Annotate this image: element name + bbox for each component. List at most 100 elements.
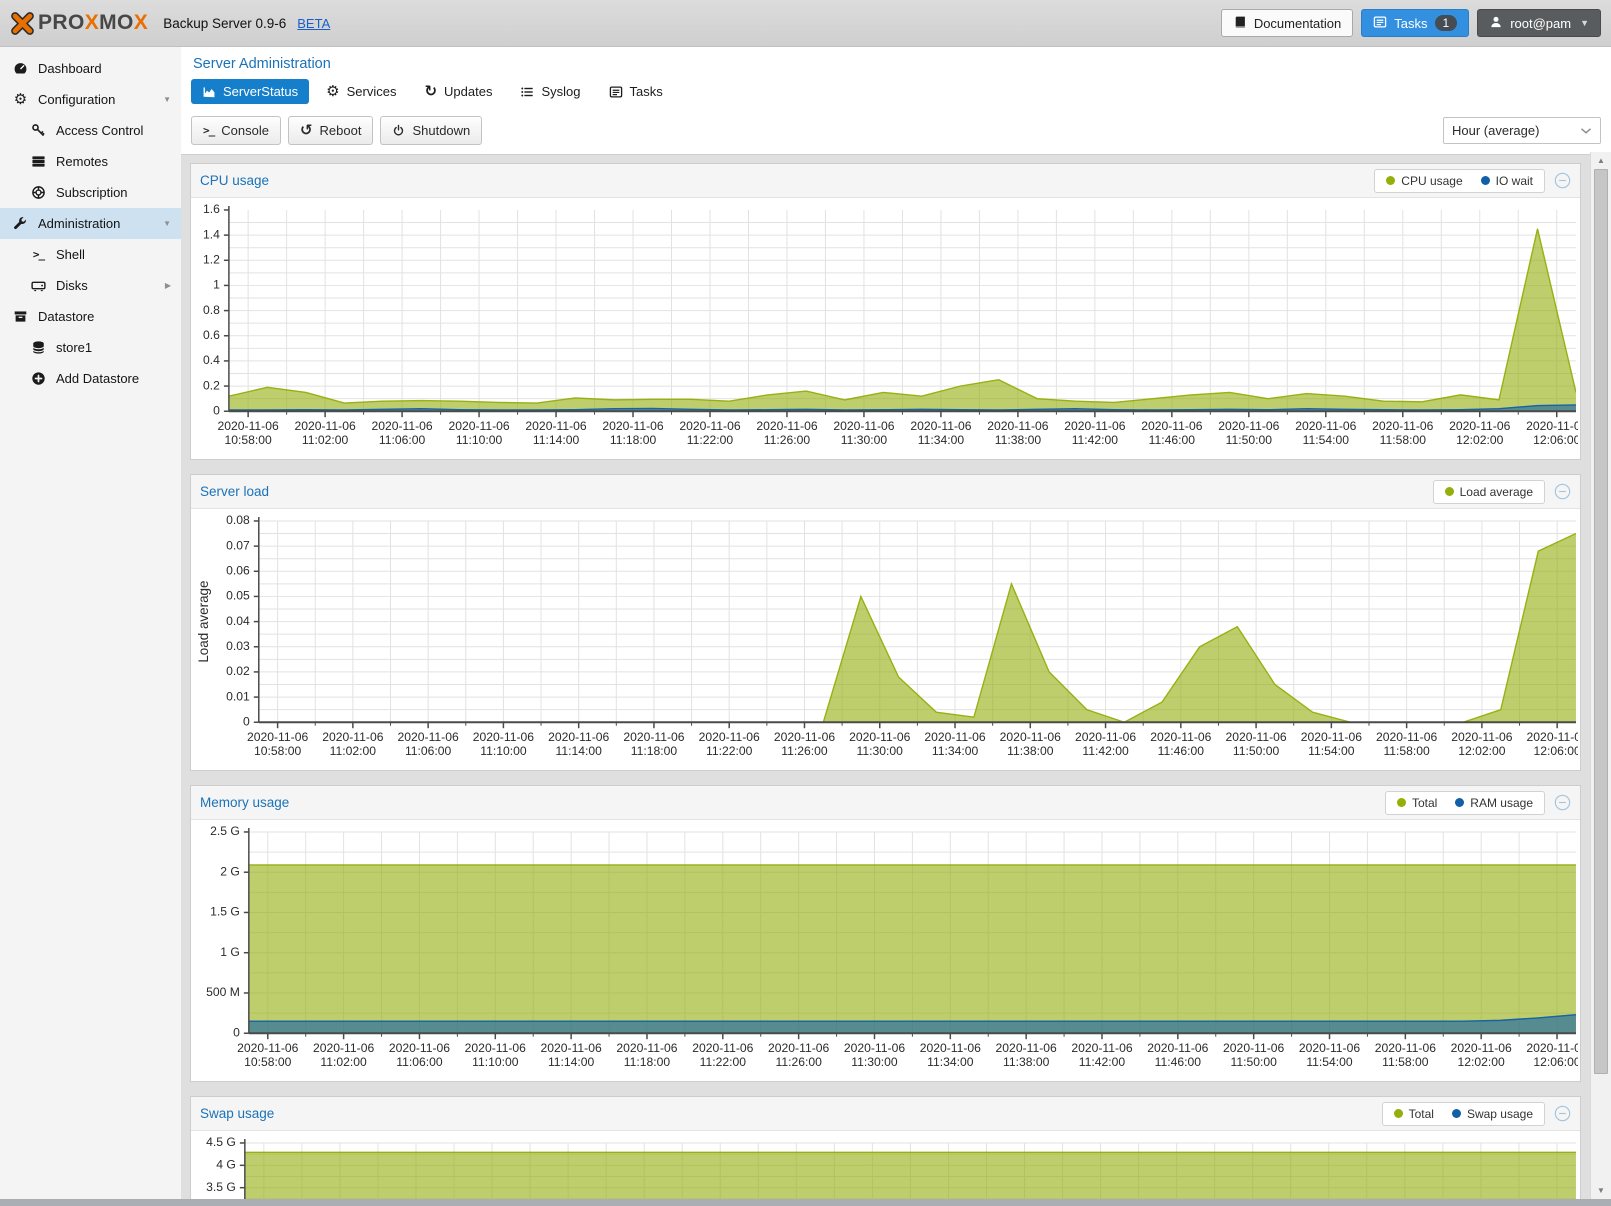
tab-label: Syslog xyxy=(541,84,581,99)
legend-item-swap-usage[interactable]: Swap usage xyxy=(1451,1107,1533,1121)
svg-text:2020-11-06: 2020-11-06 xyxy=(237,1041,298,1055)
legend-item-ram-usage[interactable]: RAM usage xyxy=(1455,796,1533,810)
svg-text:2020-11-06: 2020-11-06 xyxy=(1449,419,1510,433)
sidebar-item-datastore[interactable]: Datastore xyxy=(0,301,181,332)
scrollbar-thumb[interactable] xyxy=(1594,169,1608,1074)
sidebar-item-disks[interactable]: Disks ▶ xyxy=(0,270,181,301)
documentation-button[interactable]: Documentation xyxy=(1220,9,1354,37)
user-menu-button[interactable]: root@pam ▼ xyxy=(1477,9,1601,37)
product-title: Backup Server 0.9-6 xyxy=(163,15,287,31)
legend-item-total[interactable]: Total xyxy=(1396,796,1437,810)
sidebar-item-administration[interactable]: Administration ▼ xyxy=(0,208,181,239)
beta-link[interactable]: BETA xyxy=(297,15,331,31)
main-content: Server Administration ServerStatus ⚙ Servi… xyxy=(181,47,1611,1199)
undo-icon: ↺ xyxy=(299,122,313,139)
svg-text:2020-11-06: 2020-11-06 xyxy=(1301,730,1362,744)
svg-text:11:38:00: 11:38:00 xyxy=(995,433,1042,447)
chart-area-icon xyxy=(202,85,216,99)
sidebar-item-label: Add Datastore xyxy=(56,371,140,386)
svg-text:11:30:00: 11:30:00 xyxy=(857,744,904,758)
chevron-down-icon: ▼ xyxy=(163,219,171,228)
tasks-button[interactable]: Tasks 1 xyxy=(1361,9,1470,37)
sidebar-item-shell[interactable]: >_ Shell xyxy=(0,239,181,270)
legend-dot xyxy=(1386,176,1396,185)
legend-item-total[interactable]: Total xyxy=(1393,1107,1434,1121)
svg-text:11:34:00: 11:34:00 xyxy=(932,744,979,758)
page-title: Server Administration xyxy=(193,56,331,72)
tab-updates[interactable]: ↻ Updates xyxy=(413,79,503,104)
sidebar-item-store1[interactable]: store1 xyxy=(0,332,181,363)
svg-text:0: 0 xyxy=(233,1026,240,1040)
svg-text:0.03: 0.03 xyxy=(226,639,250,653)
legend-dot xyxy=(1455,798,1465,808)
reboot-button[interactable]: ↺ Reboot xyxy=(287,116,374,145)
tab-services[interactable]: ⚙ Services xyxy=(315,79,407,104)
legend-dot xyxy=(1444,487,1454,497)
legend-label: IO wait xyxy=(1495,173,1533,188)
tab-tasks[interactable]: Tasks xyxy=(598,79,674,104)
collapse-icon[interactable] xyxy=(1554,1105,1571,1122)
sidebar-item-label: Remotes xyxy=(56,154,109,169)
sidebar-item-remotes[interactable]: Remotes xyxy=(0,146,181,177)
svg-text:2020-11-06: 2020-11-06 xyxy=(996,1041,1057,1055)
svg-text:2020-11-06: 2020-11-06 xyxy=(616,1041,677,1055)
svg-text:11:38:00: 11:38:00 xyxy=(1007,744,1054,758)
svg-text:1.6: 1.6 xyxy=(203,202,220,216)
logo-text: PROXMOX xyxy=(38,11,149,34)
svg-text:11:22:00: 11:22:00 xyxy=(687,433,734,447)
svg-text:2020-11-06: 2020-11-06 xyxy=(1527,730,1578,744)
cpu-usage-chart: 00.20.40.60.811.21.41.62020-11-0610:58:0… xyxy=(193,200,1578,458)
svg-text:11:42:00: 11:42:00 xyxy=(1082,744,1129,758)
svg-text:11:14:00: 11:14:00 xyxy=(555,744,602,758)
svg-text:2020-11-06: 2020-11-06 xyxy=(389,1041,450,1055)
panel-title: Server load xyxy=(200,484,270,500)
tab-serverstatus[interactable]: ServerStatus xyxy=(191,79,310,104)
legend-item-io-wait[interactable]: IO wait xyxy=(1480,173,1533,188)
legend-item-load-average[interactable]: Load average xyxy=(1444,485,1533,499)
scroll-down-arrow[interactable]: ▼ xyxy=(1597,1185,1605,1195)
svg-text:2020-11-06: 2020-11-06 xyxy=(910,419,971,433)
svg-text:2020-11-06: 2020-11-06 xyxy=(1526,419,1578,433)
svg-text:2020-11-06: 2020-11-06 xyxy=(371,419,432,433)
svg-text:0.07: 0.07 xyxy=(226,538,250,552)
timeframe-select[interactable]: Hour (average) xyxy=(1443,117,1601,144)
sidebar-item-label: Dashboard xyxy=(38,61,102,76)
chevron-right-icon: ▶ xyxy=(164,281,171,290)
svg-text:11:42:00: 11:42:00 xyxy=(1079,1055,1126,1069)
svg-text:2020-11-06: 2020-11-06 xyxy=(1295,419,1356,433)
sidebar-item-access-control[interactable]: Access Control xyxy=(0,115,181,146)
svg-text:2 G: 2 G xyxy=(220,865,240,879)
svg-text:11:10:00: 11:10:00 xyxy=(456,433,503,447)
svg-text:1: 1 xyxy=(213,278,220,292)
svg-text:11:26:00: 11:26:00 xyxy=(764,433,811,447)
svg-text:10:58:00: 10:58:00 xyxy=(225,433,273,447)
collapse-icon[interactable] xyxy=(1554,172,1571,189)
svg-text:11:06:00: 11:06:00 xyxy=(379,433,426,447)
svg-text:0.01: 0.01 xyxy=(226,689,250,703)
svg-text:1.2: 1.2 xyxy=(203,252,220,266)
window-bottom-edge xyxy=(0,1199,1611,1206)
svg-text:2020-11-06: 2020-11-06 xyxy=(398,730,459,744)
list-alt-icon xyxy=(609,85,623,99)
scroll-up-arrow[interactable]: ▲ xyxy=(1597,155,1605,165)
svg-text:1.4: 1.4 xyxy=(203,227,220,241)
svg-text:12:06:00: 12:06:00 xyxy=(1533,433,1578,447)
legend-label: RAM usage xyxy=(1470,795,1533,810)
shutdown-button[interactable]: Shutdown xyxy=(380,116,483,145)
tab-syslog[interactable]: Syslog xyxy=(509,79,591,104)
legend-item-cpu-usage[interactable]: CPU usage xyxy=(1386,174,1463,188)
sidebar-item-subscription[interactable]: Subscription xyxy=(0,177,181,208)
console-button[interactable]: >_ Console xyxy=(191,116,281,145)
sidebar-item-configuration[interactable]: ⚙ Configuration ▼ xyxy=(0,84,181,115)
sidebar-item-add-datastore[interactable]: Add Datastore xyxy=(0,363,181,394)
collapse-icon[interactable] xyxy=(1554,794,1571,811)
refresh-icon: ↻ xyxy=(424,83,438,100)
vertical-scrollbar[interactable]: ▲ ▼ xyxy=(1590,152,1611,1199)
svg-text:0.4: 0.4 xyxy=(203,353,220,367)
svg-text:2020-11-06: 2020-11-06 xyxy=(465,1041,526,1055)
tab-label: Services xyxy=(346,84,397,99)
sidebar-item-dashboard[interactable]: Dashboard xyxy=(0,53,181,84)
svg-text:2020-11-06: 2020-11-06 xyxy=(448,419,509,433)
collapse-icon[interactable] xyxy=(1554,483,1571,500)
